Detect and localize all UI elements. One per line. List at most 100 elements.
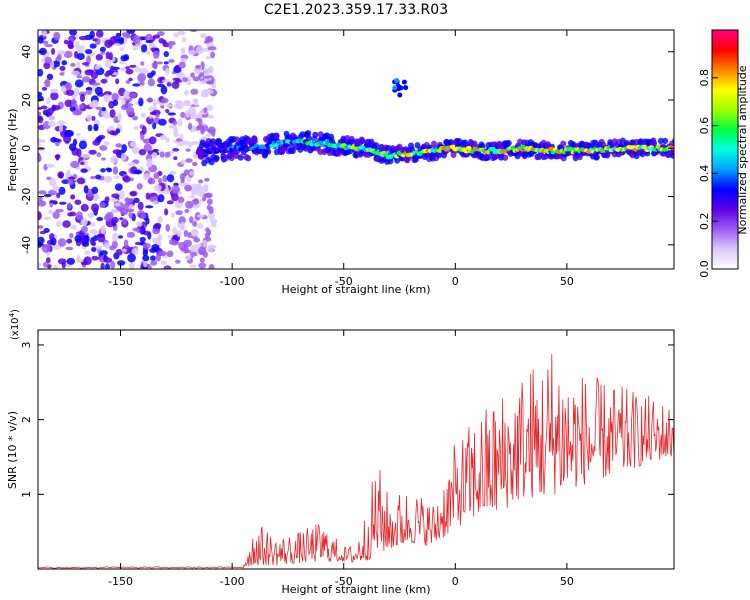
heatmap-cell xyxy=(373,142,380,149)
heatmap-cell xyxy=(672,137,674,144)
heatmap-cell xyxy=(59,65,66,71)
heatmap-cell xyxy=(49,200,58,204)
heatmap-cell xyxy=(152,49,160,59)
heatmap-cell xyxy=(78,35,88,41)
heatmap-cell xyxy=(89,229,99,235)
heatmap-cell xyxy=(165,109,170,114)
heatmap-cell xyxy=(164,208,169,216)
x-tick-label: -100 xyxy=(220,275,245,288)
heatmap-cell xyxy=(206,204,212,211)
heatmap-cell xyxy=(103,214,112,222)
heatmap-cell xyxy=(96,216,104,222)
y-tick-label: -40 xyxy=(20,236,33,254)
y-tick-label: 2 xyxy=(20,416,33,423)
heatmap-cell xyxy=(70,224,77,230)
heatmap-cell xyxy=(88,149,97,155)
heatmap-cell xyxy=(139,236,146,243)
heatmap-cell xyxy=(48,177,57,187)
heatmap-cell xyxy=(103,94,111,103)
heatmap-cell xyxy=(99,145,108,151)
heatmap-cell xyxy=(158,177,163,184)
heatmap-cell xyxy=(129,64,137,68)
heatmap-cell xyxy=(92,197,98,202)
snr-y-multiplier: (x104) xyxy=(8,309,21,340)
heatmap-cell xyxy=(163,50,170,58)
heatmap-cell xyxy=(180,47,186,54)
heatmap-cell xyxy=(158,250,167,257)
heatmap-cell xyxy=(51,47,56,55)
heatmap-cell xyxy=(177,196,185,204)
chart-title: C2E1.2023.359.17.33.R03 xyxy=(264,2,448,18)
heatmap-cell xyxy=(58,186,66,196)
heatmap-cell xyxy=(139,213,146,219)
heatmap-cell xyxy=(119,190,125,200)
heatmap-cell xyxy=(95,53,103,61)
heatmap-cell xyxy=(61,60,68,66)
heatmap-cell xyxy=(104,59,112,68)
heatmap-cell xyxy=(162,175,168,183)
heatmap-cell xyxy=(69,30,77,36)
heatmap-cell xyxy=(251,137,258,145)
heatmap-cell xyxy=(112,71,119,76)
heatmap-cell xyxy=(184,89,189,96)
heatmap-cell xyxy=(159,134,167,140)
heatmap-cell xyxy=(100,78,108,84)
heatmap-cell xyxy=(127,162,137,167)
heatmap-cell xyxy=(146,158,153,166)
heatmap-cell xyxy=(56,192,61,199)
heatmap-cell xyxy=(103,257,113,263)
heatmap-cell xyxy=(38,106,43,111)
heatmap-cell xyxy=(148,136,157,145)
heatmap-cell xyxy=(167,112,176,116)
heatmap-cell xyxy=(163,61,169,65)
heatmap-cell xyxy=(67,212,73,217)
heatmap-cell xyxy=(142,242,151,249)
heatmap-cell xyxy=(168,124,177,129)
heatmap-cell xyxy=(81,225,88,234)
heatmap-cell xyxy=(502,154,509,161)
heatmap-cell xyxy=(125,208,135,213)
heatmap-cell xyxy=(164,104,173,108)
heatmap-cell xyxy=(152,34,161,39)
heatmap-cell xyxy=(38,190,47,195)
heatmap-cell xyxy=(150,260,158,266)
heatmap-cell xyxy=(117,260,126,266)
x-tick-label: 0 xyxy=(452,275,459,288)
heatmap-cell xyxy=(97,234,106,243)
heatmap-cell xyxy=(560,140,567,147)
heatmap-cell xyxy=(114,202,121,207)
heatmap-cell xyxy=(121,32,131,37)
heatmap-cell xyxy=(136,221,143,227)
heatmap-cell xyxy=(387,157,394,165)
heatmap-cell xyxy=(76,132,81,137)
heatmap-cell xyxy=(184,255,192,261)
heatmap-cell xyxy=(450,151,457,158)
heatmap-cell xyxy=(183,101,192,107)
heatmap-cell xyxy=(66,169,71,177)
x-tick-label: 50 xyxy=(560,575,574,588)
heatmap-cell xyxy=(83,256,92,266)
heatmap-cell xyxy=(197,223,204,229)
x-tick-label: 0 xyxy=(452,575,459,588)
heatmap-cell xyxy=(170,212,176,218)
heatmap-cell xyxy=(164,266,170,269)
heatmap-cell xyxy=(39,230,47,235)
heatmap-cell xyxy=(173,132,180,138)
heatmap-cell xyxy=(117,37,125,42)
heatmap-cell xyxy=(145,217,150,225)
heatmap-cell xyxy=(42,40,49,45)
colorbar-tick-label: 0.2 xyxy=(698,212,711,230)
heatmap-cell xyxy=(397,92,403,98)
heatmap-cell xyxy=(120,152,127,161)
heatmap-cell xyxy=(72,110,82,116)
heatmap-cell xyxy=(156,31,165,37)
heatmap-cell xyxy=(76,254,81,263)
spectrogram-x-label: Height of straight line (km) xyxy=(281,283,430,296)
heatmap-cell xyxy=(188,106,195,115)
heatmap-cell xyxy=(38,115,44,124)
heatmap-cell xyxy=(76,52,85,61)
heatmap-cell xyxy=(175,259,181,264)
x-tick-label: -50 xyxy=(335,275,353,288)
heatmap-cell xyxy=(94,64,101,70)
heatmap-cell xyxy=(180,221,185,230)
